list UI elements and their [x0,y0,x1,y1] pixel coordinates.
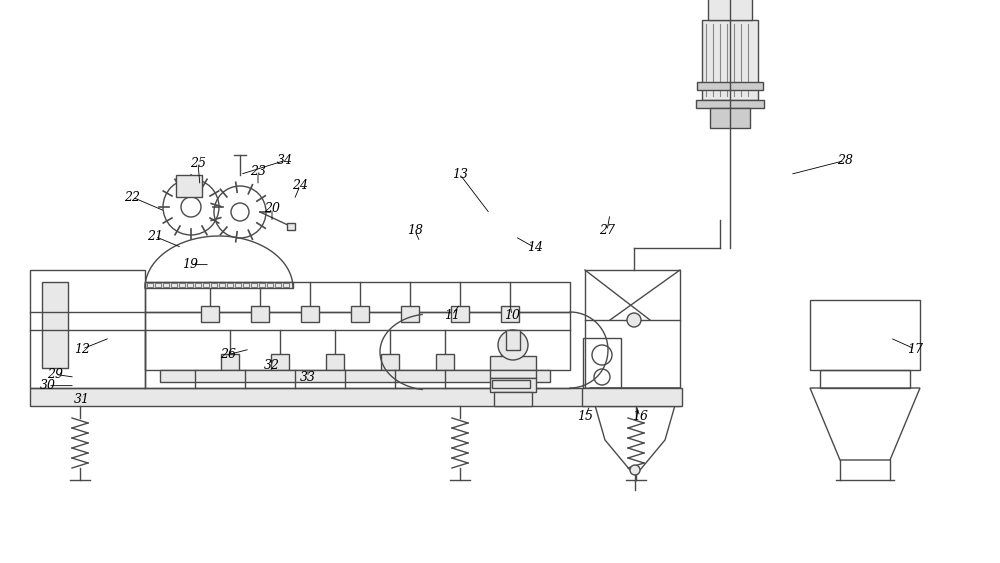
Bar [710,108,750,128]
Bar [501,306,519,322]
Text: 23: 23 [250,165,266,178]
Text: 30: 30 [40,379,56,392]
Text: 15: 15 [577,410,593,423]
Text: 17: 17 [907,342,923,356]
Bar [451,306,469,322]
Bar [187,283,193,287]
Bar [501,354,519,370]
Bar [211,283,217,287]
Bar [287,223,295,230]
Bar [42,282,68,368]
Bar [235,283,241,287]
Bar [147,283,153,287]
Bar [251,306,269,322]
Bar [243,283,249,287]
Text: 22: 22 [124,190,140,204]
Bar [155,283,161,287]
Bar [702,20,758,100]
Bar [810,300,920,370]
Bar [401,306,419,322]
Text: 11: 11 [444,309,460,322]
Bar [326,354,344,370]
Text: 25: 25 [190,157,206,170]
Bar [494,392,532,406]
Bar [490,370,536,378]
Bar [195,283,201,287]
Bar [171,283,177,287]
Text: 32: 32 [264,359,280,373]
Bar [585,270,680,388]
Text: 33: 33 [300,370,316,384]
Bar [251,283,257,287]
Circle shape [630,465,640,475]
Text: 10: 10 [504,309,520,322]
Bar [283,283,289,287]
Text: 14: 14 [527,241,543,254]
Bar [30,388,680,406]
Text: 20: 20 [264,202,280,215]
Bar [201,306,219,322]
Text: 31: 31 [74,393,90,406]
Bar [582,388,682,406]
Bar [219,283,225,287]
Text: 24: 24 [292,179,308,193]
Bar [506,330,520,350]
Bar [271,354,289,370]
Text: 27: 27 [599,224,615,238]
Bar [351,306,369,322]
Bar [381,354,399,370]
Bar [490,356,536,370]
Bar [30,270,145,388]
Bar [301,306,319,322]
Bar [583,338,621,388]
Text: 29: 29 [47,368,63,381]
Bar [696,100,764,108]
Bar [179,283,185,287]
Bar [267,283,273,287]
Bar [275,283,281,287]
Bar [492,380,530,388]
Bar [227,283,233,287]
Bar [490,378,536,392]
Bar [436,354,454,370]
Bar [259,283,265,287]
Bar [163,283,169,287]
Text: 34: 34 [277,154,293,167]
Text: 13: 13 [452,168,468,181]
Text: 19: 19 [182,258,198,271]
Bar [176,175,202,197]
Bar [203,283,209,287]
Bar [221,354,239,370]
Bar [160,370,550,382]
Bar [145,282,293,288]
Bar [145,282,570,370]
Text: 28: 28 [837,154,853,167]
Text: 12: 12 [74,342,90,356]
Text: 18: 18 [407,224,423,238]
Circle shape [627,313,641,327]
Bar [708,0,752,20]
Bar [697,82,763,90]
Circle shape [498,330,528,360]
Text: 21: 21 [147,230,163,243]
Bar [820,370,910,388]
Text: 26: 26 [220,348,236,361]
Text: 16: 16 [632,410,648,423]
